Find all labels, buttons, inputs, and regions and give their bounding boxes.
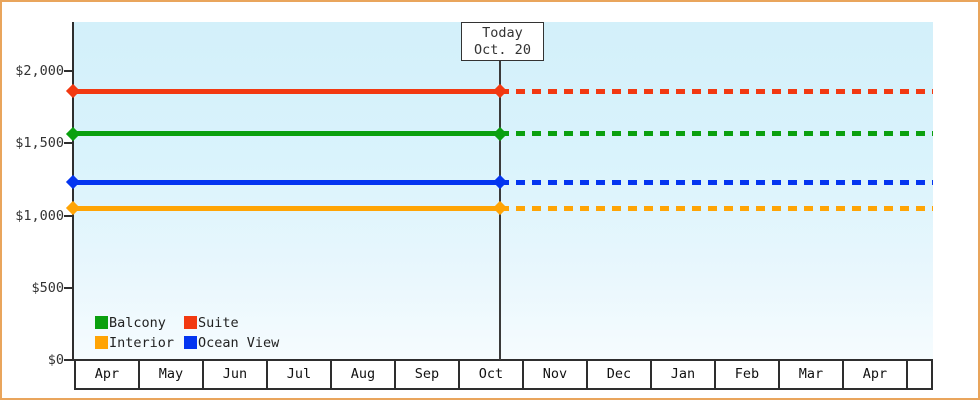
legend-item-suite: Suite [184, 314, 239, 331]
y-axis-tick [64, 70, 72, 73]
today-date-label: Oct. 20 [474, 42, 531, 58]
legend-swatch [95, 336, 108, 349]
month-cell-filler [908, 361, 931, 388]
legend-swatch [95, 316, 108, 329]
y-axis-label: $2,000 [15, 63, 64, 80]
month-cell: Apr [844, 361, 908, 388]
series-balcony-dashed-line [500, 131, 933, 137]
month-cell: Aug [332, 361, 396, 388]
x-axis-month-strip: Apr May Jun Jul Aug Sep Oct Nov Dec Jan Feb Mar Apr [74, 359, 933, 390]
month-cell: Jan [652, 361, 716, 388]
plot-area [74, 22, 933, 360]
legend-item-balcony: Balcony [95, 314, 166, 331]
legend-label: Balcony [109, 314, 166, 331]
y-axis-tick [64, 286, 72, 289]
legend-swatch [184, 316, 197, 329]
month-cell: Jun [204, 361, 268, 388]
y-axis-tick [64, 359, 72, 361]
legend-label: Interior [109, 334, 175, 351]
month-cell: May [140, 361, 204, 388]
legend-item-ocean-view: Ocean View [184, 334, 280, 351]
y-axis-tick [64, 142, 72, 145]
month-cell: Sep [396, 361, 460, 388]
month-cell: Apr [76, 361, 140, 388]
legend-label: Ocean View [198, 334, 280, 351]
month-cell: Jul [268, 361, 332, 388]
month-cell: Mar [780, 361, 844, 388]
series-ocean-view-solid-line [74, 179, 500, 185]
y-axis-label: $500 [31, 279, 64, 296]
y-axis [72, 22, 74, 361]
series-interior-solid-line [74, 205, 500, 211]
legend-item-interior: Interior [95, 334, 175, 351]
series-suite-solid-line [74, 88, 500, 94]
y-axis-label: $1,500 [15, 135, 64, 152]
series-balcony-solid-line [74, 131, 500, 137]
legend-swatch [184, 336, 197, 349]
today-label: Today [482, 25, 523, 41]
series-suite-dashed-line [500, 88, 933, 94]
y-axis-label: $1,000 [15, 207, 64, 224]
month-cell: Dec [588, 361, 652, 388]
month-cell: Nov [524, 361, 588, 388]
legend-label: Suite [198, 314, 239, 331]
month-cell: Oct [460, 361, 524, 388]
y-axis-label: $0 [47, 352, 64, 368]
y-axis-tick [64, 214, 72, 217]
series-ocean-view-dashed-line [500, 179, 933, 185]
month-cell: Feb [716, 361, 780, 388]
today-flag: Today Oct. 20 [461, 22, 544, 61]
series-interior-dashed-line [500, 205, 933, 211]
